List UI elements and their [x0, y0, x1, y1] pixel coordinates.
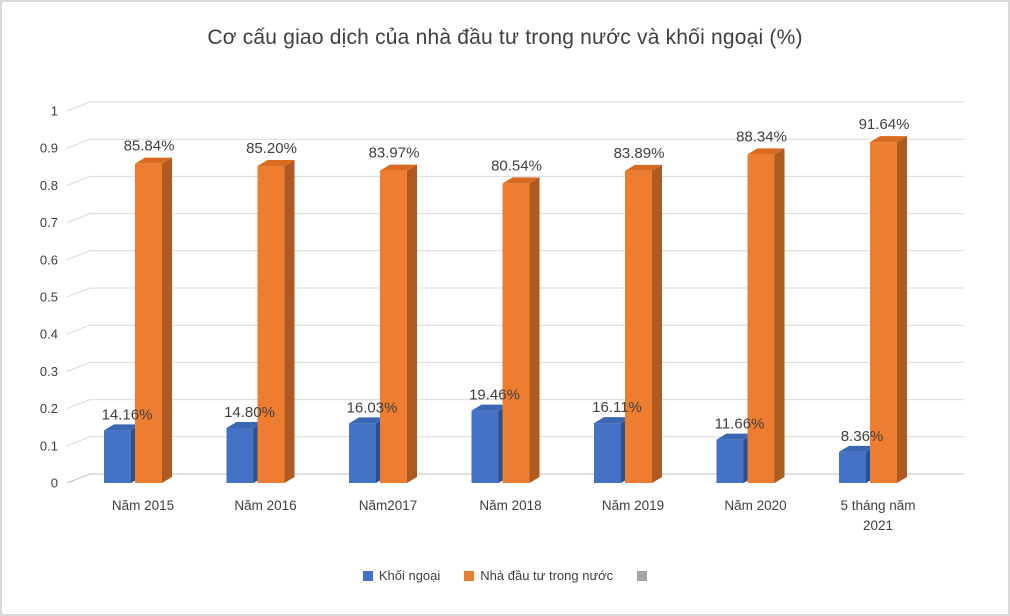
- value-label-nha-dau-tu: 91.64%: [859, 116, 910, 133]
- bar-top-khoi-ngoai: [471, 404, 509, 411]
- gridline: [66, 399, 964, 410]
- bar-top-khoi-ngoai: [104, 424, 141, 431]
- y-tick-label: 1: [51, 104, 58, 119]
- x-category-label: Năm 2018: [479, 498, 541, 513]
- gridline: [66, 361, 964, 372]
- chart-legend: Khối ngoại Nhà đầu tư trong nước: [2, 568, 1008, 583]
- bar-nha-dau-tu: [257, 166, 285, 483]
- value-label-khoi-ngoai: 14.16%: [102, 406, 153, 423]
- value-label-nha-dau-tu: 85.84%: [124, 138, 175, 155]
- legend-item-nha-dau-tu: Nhà đầu tư trong nước: [464, 568, 613, 583]
- bar-khoi-ngoai: [226, 427, 254, 483]
- bar-side-nha-dau-tu: [284, 160, 295, 483]
- bar-side-nha-dau-tu: [407, 164, 417, 484]
- legend-label-nha-dau-tu: Nhà đầu tư trong nước: [480, 568, 614, 583]
- bar-nha-dau-tu: [747, 154, 775, 484]
- bar-top-khoi-ngoai: [349, 417, 386, 424]
- value-label-khoi-ngoai: 11.66%: [715, 416, 765, 433]
- bar-top-nha-dau-tu: [747, 148, 785, 155]
- y-tick-label: 0.3: [40, 364, 58, 379]
- value-label-nha-dau-tu: 80.54%: [491, 157, 542, 174]
- legend-swatch-khoi-ngoai-icon: [362, 570, 373, 581]
- bar-nha-dau-tu: [625, 170, 652, 483]
- gridline: [66, 436, 964, 447]
- value-label-khoi-ngoai: 16.11%: [592, 399, 642, 416]
- y-tick-label: 0.8: [40, 178, 58, 193]
- bar-top-khoi-ngoai: [716, 433, 754, 440]
- y-tick-label: 0.5: [40, 290, 58, 305]
- legend-item-khoi-ngoai: Khối ngoại: [362, 568, 441, 583]
- x-category-label: 2021: [863, 518, 893, 533]
- bar-khoi-ngoai: [349, 423, 376, 483]
- legend-label-khoi-ngoai: Khối ngoại: [378, 568, 441, 583]
- bar-khoi-ngoai: [839, 451, 866, 483]
- gridline: [66, 287, 964, 298]
- bar-top-nha-dau-tu: [502, 177, 540, 184]
- y-tick-label: 0.4: [40, 327, 58, 342]
- bar-side-nha-dau-tu: [774, 148, 785, 484]
- bar-khoi-ngoai: [104, 430, 131, 483]
- x-category-label: Năm 2020: [724, 498, 786, 513]
- gridline: [66, 175, 964, 186]
- x-category-label: Năm 2016: [234, 498, 296, 513]
- value-label-nha-dau-tu: 85.20%: [246, 140, 297, 157]
- x-category-label: Năm2017: [359, 498, 418, 513]
- bar-nha-dau-tu: [502, 183, 530, 483]
- gridline: [66, 138, 964, 149]
- bar-khoi-ngoai: [594, 423, 621, 483]
- y-tick-label: 0.6: [40, 252, 58, 267]
- y-tick-label: 0.2: [40, 401, 58, 416]
- bar-side-nha-dau-tu: [529, 177, 540, 483]
- y-tick-label: 0.1: [40, 438, 58, 453]
- legend-swatch-extra-icon: [637, 570, 648, 581]
- value-label-nha-dau-tu: 88.34%: [736, 128, 787, 145]
- x-category-label: Năm 2019: [602, 498, 664, 513]
- value-label-nha-dau-tu: 83.97%: [369, 145, 420, 162]
- gridline: [66, 324, 964, 335]
- bar-top-khoi-ngoai: [594, 417, 631, 424]
- y-tick-label: 0.9: [40, 141, 58, 156]
- bar-nha-dau-tu: [870, 142, 897, 484]
- bar-side-nha-dau-tu: [162, 157, 172, 483]
- bar-top-khoi-ngoai: [226, 421, 264, 428]
- chart-title: Cơ cấu giao dịch của nhà đầu tư trong nư…: [207, 26, 803, 49]
- bar-top-nha-dau-tu: [625, 164, 662, 171]
- gridline: [66, 213, 964, 224]
- gridline: [66, 101, 964, 112]
- y-tick-label: 0: [51, 476, 58, 491]
- gridline: [66, 250, 964, 261]
- bar-khoi-ngoai: [471, 410, 499, 483]
- bar-nha-dau-tu: [135, 163, 162, 483]
- x-category-label: Năm 2015: [112, 498, 174, 513]
- bar-top-khoi-ngoai: [839, 445, 876, 452]
- x-category-label: 5 tháng năm: [840, 498, 915, 513]
- legend-swatch-nha-dau-tu-icon: [464, 570, 475, 581]
- bar-nha-dau-tu: [380, 170, 407, 484]
- value-label-khoi-ngoai: 16.03%: [347, 399, 398, 416]
- bar-khoi-ngoai: [716, 439, 744, 483]
- value-label-khoi-ngoai: 8.36%: [841, 428, 884, 445]
- bar-top-nha-dau-tu: [257, 160, 295, 167]
- legend-item-extra: [637, 570, 648, 581]
- value-label-khoi-ngoai: 14.80%: [224, 404, 275, 421]
- bar-top-nha-dau-tu: [135, 157, 172, 164]
- bar-top-nha-dau-tu: [380, 164, 417, 171]
- axis-baseline: [66, 473, 964, 484]
- value-label-khoi-ngoai: 19.46%: [469, 387, 520, 404]
- bar-side-nha-dau-tu: [897, 136, 907, 484]
- y-tick-label: 0.7: [40, 215, 58, 230]
- value-label-nha-dau-tu: 83.89%: [614, 145, 665, 162]
- bar-top-nha-dau-tu: [870, 136, 907, 143]
- bar-side-nha-dau-tu: [652, 164, 662, 483]
